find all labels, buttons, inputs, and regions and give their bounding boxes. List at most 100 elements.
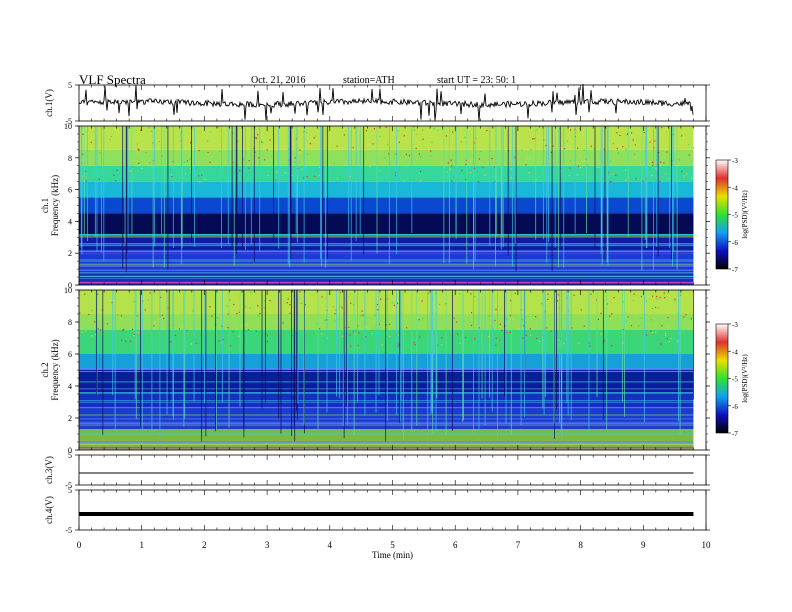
psd-speckle	[499, 339, 501, 341]
psd-speckle	[239, 140, 242, 142]
psd-speckle	[632, 299, 635, 302]
psd-speckle	[306, 310, 308, 313]
psd-speckle	[226, 305, 228, 307]
psd-speckle	[469, 159, 471, 161]
psd-speckle	[577, 312, 580, 315]
psd-speckle	[666, 338, 668, 340]
psd-speckle	[402, 140, 405, 143]
psd-speckle	[211, 315, 213, 317]
panel-frame	[78, 489, 707, 531]
psd-speckle	[643, 132, 645, 134]
psd-speckle	[409, 295, 412, 297]
psd-speckle	[223, 171, 226, 173]
psd-speckle	[123, 328, 125, 330]
psd-speckle	[406, 302, 408, 304]
psd-speckle	[189, 168, 191, 170]
colorbar-tick-label: -3	[732, 321, 738, 329]
psd-speckle	[514, 292, 516, 295]
psd-speckle	[318, 166, 320, 168]
psd-speckle	[190, 142, 192, 144]
psd-speckle	[446, 171, 448, 173]
psd-speckle	[217, 127, 219, 129]
psd-speckle	[247, 329, 249, 331]
psd-speckle	[489, 323, 491, 325]
psd-speckle	[645, 300, 647, 302]
psd-speckle	[506, 318, 508, 320]
psd-speckle	[282, 316, 284, 318]
psd-speckle	[372, 143, 374, 145]
colorbar-tick-label: -5	[732, 212, 738, 220]
psd-speckle	[170, 341, 172, 343]
psd-speckle	[686, 290, 688, 293]
psd-speckle	[186, 330, 188, 332]
psd-speckle	[640, 295, 642, 298]
y-axis-label: ch.2	[40, 362, 50, 377]
psd-speckle	[324, 319, 326, 321]
psd-speckle	[108, 155, 110, 157]
psd-speckle	[379, 170, 381, 172]
psd-speckle	[307, 148, 309, 150]
psd-speckle	[236, 313, 238, 315]
psd-speckle	[521, 319, 524, 321]
colorbar-tick-label: -6	[732, 239, 738, 247]
psd-speckle	[542, 302, 544, 305]
psd-speckle	[358, 332, 360, 334]
colorbar-tick-label: -5	[732, 376, 738, 384]
psd-speckle	[171, 175, 173, 178]
psd-speckle	[350, 302, 352, 304]
psd-speckle	[192, 310, 194, 312]
psd-speckle	[198, 150, 200, 152]
psd-speckle	[419, 180, 422, 182]
psd-speckle	[82, 153, 84, 155]
psd-speckle	[659, 180, 661, 182]
psd-speckle	[590, 145, 592, 147]
psd-speckle	[230, 344, 232, 347]
colorbar-tick-label: -4	[732, 184, 738, 192]
psd-speckle	[614, 150, 616, 152]
psd-speckle	[83, 299, 86, 302]
psd-speckle	[150, 130, 153, 132]
psd-speckle	[255, 330, 257, 332]
psd-speckle	[403, 180, 405, 182]
recording-date: Oct. 21, 2016	[251, 75, 306, 86]
psd-speckle	[406, 327, 408, 329]
psd-speckle	[275, 328, 277, 330]
psd-speckle	[683, 175, 685, 177]
psd-speckle	[609, 160, 612, 162]
psd-speckle	[573, 143, 575, 145]
psd-speckle	[149, 162, 151, 164]
psd-speckle	[562, 302, 565, 304]
x-axis-label: Time (min)	[372, 550, 413, 560]
psd-speckle	[621, 128, 624, 130]
psd-speckle	[627, 316, 629, 318]
psd-speckle	[257, 305, 259, 307]
psd-speckle	[378, 323, 381, 325]
spectrogram-band	[79, 370, 694, 393]
psd-speckle	[262, 336, 264, 338]
psd-speckle	[557, 300, 559, 302]
psd-speckle	[242, 159, 244, 161]
y-tick-label: 0	[68, 446, 72, 455]
psd-speckle	[110, 127, 112, 129]
psd-speckle	[570, 160, 572, 162]
psd-speckle	[573, 306, 575, 308]
psd-speckle	[680, 135, 683, 137]
psd-speckle	[209, 338, 211, 340]
psd-speckle	[539, 173, 541, 175]
psd-speckle	[474, 142, 476, 144]
psd-speckle	[180, 134, 182, 136]
psd-speckle	[674, 298, 676, 300]
psd-speckle	[413, 126, 415, 128]
psd-speckle	[239, 170, 241, 172]
psd-speckle	[654, 140, 656, 142]
spectrogram-band	[79, 181, 694, 198]
psd-speckle	[684, 131, 686, 133]
psd-speckle	[384, 157, 386, 159]
psd-speckle	[94, 334, 97, 336]
psd-speckle	[499, 323, 501, 325]
psd-speckle	[413, 341, 415, 344]
chart-header: VLF Spectra Oct. 21, 2016 station=ATH st…	[0, 0, 792, 90]
x-tick-label: 3	[265, 540, 270, 550]
psd-speckle	[451, 180, 453, 182]
colorbar-label: log(PSD)(V²/Hz)	[741, 190, 749, 239]
